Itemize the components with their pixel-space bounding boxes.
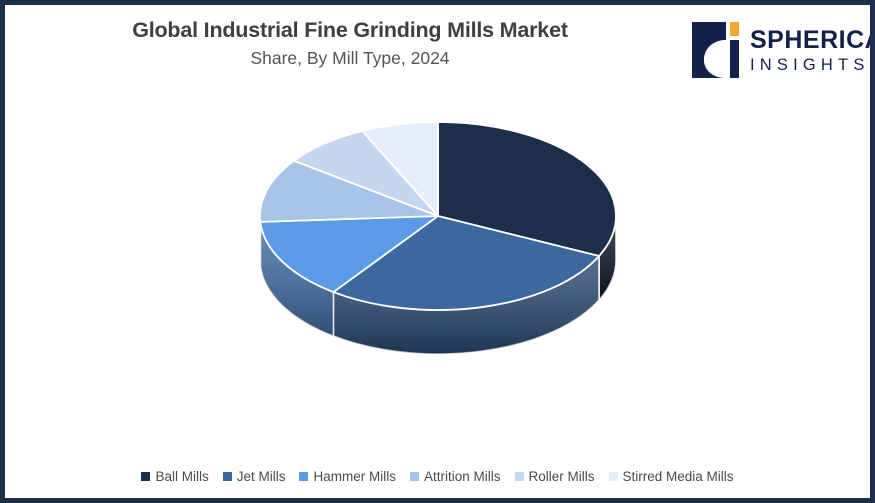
legend-swatch-icon [409, 472, 419, 481]
spherical-insights-logo-icon [692, 22, 739, 78]
legend-swatch-icon [141, 472, 151, 481]
legend-item[interactable]: Stirred Media Mills [608, 469, 734, 484]
chart-legend: Ball Mills Jet Mills Hammer Mills Attrition… [5, 469, 870, 484]
pie-slice-side-shading [332, 256, 599, 354]
legend-swatch-icon [514, 472, 524, 481]
logo-wordmark: SPHERICAL INSIGHTS [750, 25, 870, 74]
pie-chart-area: Ball Mills: 32%Jet Mills: 28%Hammer Mill… [5, 101, 870, 451]
legend-label: Ball Mills [155, 469, 209, 484]
pie-slice[interactable]: Roller Mills: 8% [292, 130, 439, 217]
legend-item[interactable]: Roller Mills [514, 469, 595, 484]
pie-slice-side-shading [259, 221, 333, 337]
page-title: Global Industrial Fine Grinding Mills Ma… [132, 18, 568, 42]
pie-slice[interactable]: Jet Mills: 28% [331, 215, 600, 311]
logo-word-spherical: SPHERICAL [750, 25, 870, 54]
pie-slice[interactable]: Stirred Media Mills: 7% [360, 121, 439, 217]
legend-item[interactable]: Jet Mills [222, 469, 286, 484]
legend-label: Jet Mills [236, 469, 286, 484]
pie-top-slices: Ball Mills: 32%Jet Mills: 28%Hammer Mill… [258, 121, 617, 311]
legend-swatch-icon [608, 472, 618, 481]
pie-slice[interactable]: Attrition Mills: 11% [258, 159, 439, 223]
legend-label: Stirred Media Mills [622, 469, 734, 484]
legend-swatch-icon [222, 472, 232, 481]
legend-item[interactable]: Hammer Mills [299, 469, 396, 484]
pie-slice[interactable]: Ball Mills: 32% [436, 121, 617, 257]
brand-logo: SPHERICAL INSIGHTS [690, 13, 870, 89]
logo-word-insights: INSIGHTS [750, 55, 870, 74]
legend-label: Hammer Mills [313, 469, 396, 484]
pie-slice[interactable]: Hammer Mills: 14% [258, 215, 439, 293]
legend-item[interactable]: Attrition Mills [409, 469, 501, 484]
legend-label: Attrition Mills [423, 469, 501, 484]
legend-swatch-icon [299, 472, 309, 481]
legend-item[interactable]: Ball Mills [141, 469, 209, 484]
chart-header: Global Industrial Fine Grinding Mills Ma… [5, 17, 695, 70]
pie-chart: Ball Mills: 32%Jet Mills: 28%Hammer Mill… [258, 121, 617, 355]
legend-label: Roller Mills [528, 469, 595, 484]
chart-subtitle: Share, By Mill Type, 2024 [250, 47, 450, 68]
